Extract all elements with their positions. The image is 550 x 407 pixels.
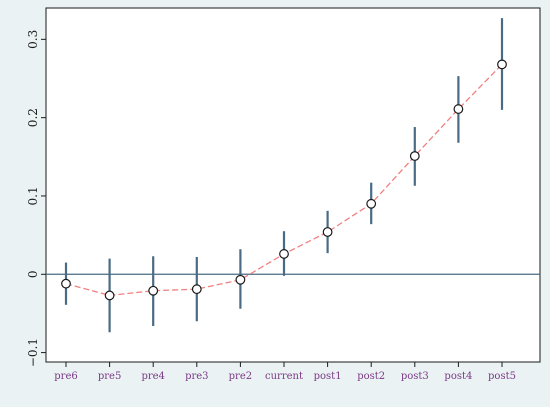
y-tick-label: −0.1 bbox=[26, 338, 40, 367]
x-tick-label: pre4 bbox=[141, 371, 164, 382]
y-tick-label: 0 bbox=[26, 270, 40, 278]
x-tick-label: pre3 bbox=[185, 371, 208, 382]
x-tick-label: post5 bbox=[488, 371, 516, 382]
data-point bbox=[279, 249, 289, 259]
x-tick-label: post1 bbox=[314, 371, 342, 382]
data-point bbox=[61, 278, 71, 289]
y-tick-label: 0.3 bbox=[26, 30, 40, 49]
data-point bbox=[191, 284, 202, 295]
x-tick-label: post2 bbox=[357, 371, 385, 382]
data-point bbox=[104, 290, 115, 301]
x-tick-label: post4 bbox=[444, 371, 472, 382]
x-tick-label: pre5 bbox=[98, 371, 121, 382]
data-point bbox=[409, 151, 420, 161]
data-point bbox=[322, 227, 333, 237]
data-point bbox=[453, 104, 464, 114]
data-point bbox=[497, 59, 507, 70]
data-point bbox=[148, 285, 159, 296]
data-point bbox=[235, 274, 246, 285]
x-tick-label: pre2 bbox=[229, 371, 252, 382]
x-tick-label: pre6 bbox=[54, 371, 77, 382]
data-point bbox=[366, 198, 377, 209]
x-tick-label: current bbox=[265, 371, 303, 382]
y-tick-label: 0.1 bbox=[26, 186, 40, 205]
plot-area bbox=[45, 7, 541, 363]
x-tick-label: post3 bbox=[401, 371, 429, 382]
y-tick-label: 0.2 bbox=[26, 108, 40, 127]
